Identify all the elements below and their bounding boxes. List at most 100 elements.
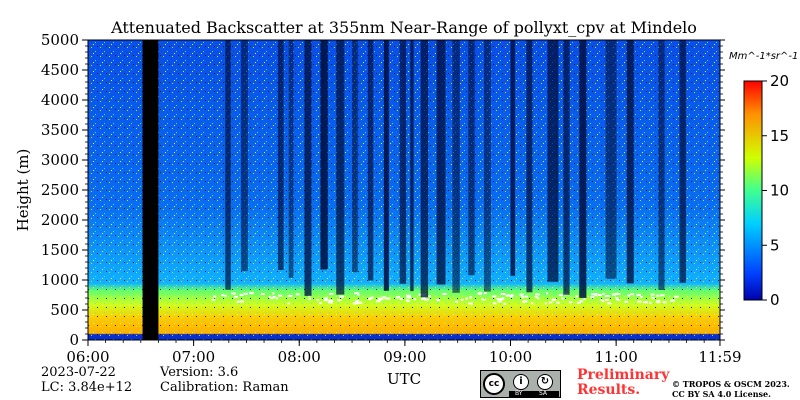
cloud-top-speck	[296, 293, 300, 295]
cloud-top-speck	[249, 292, 254, 294]
low-signal-streak	[606, 40, 617, 279]
cloud-top-speck	[231, 293, 236, 295]
cloud-top-speck	[319, 302, 322, 304]
cloud-top-speck	[354, 292, 359, 294]
y-tick-label: 3500	[41, 121, 79, 139]
footer-version: Version: 3.6	[160, 365, 238, 380]
cloud-top-speck	[636, 294, 641, 296]
x-tick-label: 11:00	[595, 348, 638, 366]
low-signal-streak	[437, 40, 446, 285]
cloud-top-speck	[605, 299, 609, 301]
cloud-top-speck	[575, 295, 578, 297]
cloud-top-speck	[406, 295, 411, 297]
cloud-top-speck	[672, 300, 675, 302]
low-signal-streak	[384, 40, 389, 291]
y-tick-label: 500	[50, 301, 79, 319]
cloud-top-speck	[562, 297, 565, 299]
cloud-top-speck	[546, 292, 548, 294]
cc-license-badge: cc i ↻ BY SA	[480, 370, 561, 398]
cloud-top-speck	[637, 301, 641, 303]
low-signal-streak	[484, 40, 491, 292]
cloud-top-speck	[657, 301, 660, 303]
copyright-line-1: © TROPOS & OSCM 2023.	[672, 380, 790, 389]
colorbar-tick-label: 5	[770, 236, 780, 254]
cloud-top-speck	[640, 296, 642, 298]
cloud-top-speck	[523, 300, 528, 302]
cloud-top-speck	[436, 299, 440, 301]
cloud-top-speck	[630, 293, 634, 295]
cloud-top-speck	[520, 294, 524, 296]
colorbar-tick-label: 20	[770, 72, 789, 90]
cloud-top-speck	[309, 298, 311, 300]
cloud-top-speck	[240, 294, 244, 296]
cloud-top-speck	[288, 295, 293, 297]
heatmap-area	[88, 40, 720, 340]
cloud-top-speck	[407, 300, 410, 302]
preliminary-line-1: Preliminary	[577, 368, 669, 383]
cloud-top-speck	[482, 298, 486, 300]
cloud-top-speck	[276, 297, 278, 299]
cloud-top-speck	[356, 302, 359, 304]
cloud-top-speck	[337, 299, 341, 301]
low-signal-streak	[225, 40, 231, 290]
low-signal-streak	[579, 40, 586, 298]
cloud-top-speck	[339, 296, 344, 298]
cloud-top-speck	[506, 295, 511, 297]
cloud-top-speck	[376, 300, 381, 302]
cloud-top-speck	[511, 294, 514, 296]
colorbar-tick-label: 10	[770, 182, 789, 200]
x-tick-label: 07:00	[172, 348, 215, 366]
low-signal-streak	[452, 40, 459, 293]
cloud-top-speck	[493, 302, 496, 304]
low-signal-streak	[400, 40, 407, 284]
x-tick-label: 09:00	[383, 348, 426, 366]
cloud-top-speck	[535, 293, 540, 295]
cloud-top-speck	[212, 299, 216, 301]
cloud-top-speck	[329, 293, 333, 295]
cloud-top-speck	[594, 294, 597, 296]
low-signal-streak	[627, 40, 634, 283]
footer-lc: LC: 3.84e+12	[41, 380, 132, 395]
colorbar: 0 5 10 15 20 Mm^-1*sr^-1	[729, 51, 798, 309]
cloud-top-speck	[324, 297, 328, 299]
cloud-top-speck	[583, 298, 585, 300]
cloud-top-speck	[273, 296, 276, 298]
copyright-line-2: CC BY SA 4.0 License.	[672, 390, 771, 399]
cloud-top-speck	[324, 299, 328, 301]
cloud-top-speck	[442, 293, 446, 295]
cloud-top-speck	[502, 297, 505, 299]
cloud-top-speck	[213, 295, 216, 297]
cloud-top-speck	[271, 297, 274, 299]
cloud-top-speck	[602, 293, 604, 295]
cloud-top-speck	[559, 294, 563, 296]
cloud-top-speck	[425, 299, 430, 301]
cloud-top-speck	[660, 294, 664, 296]
cloud-top-speck	[455, 301, 458, 303]
cloud-top-speck	[607, 302, 611, 304]
cloud-top-speck	[224, 295, 227, 297]
cloud-top-speck	[461, 299, 464, 301]
cc-attribution-icon: i	[513, 374, 529, 390]
y-axis-label: Height (m)	[14, 149, 32, 232]
colorbar-tick-label: 0	[770, 291, 780, 309]
y-tick-label: 4000	[41, 91, 79, 109]
cloud-top-speck	[549, 301, 553, 303]
low-signal-streak	[336, 40, 344, 295]
chart-title: Attenuated Backscatter at 355nm Near-Ran…	[110, 18, 697, 37]
cloud-top-speck	[497, 298, 500, 300]
cloud-top-speck	[261, 293, 265, 295]
cloud-top-speck	[278, 295, 282, 297]
cloud-top-speck	[535, 296, 537, 298]
cloud-top-speck	[552, 299, 556, 301]
colorbar-scale	[744, 81, 762, 300]
cloud-top-speck	[656, 295, 659, 297]
cloud-top-speck	[317, 299, 319, 301]
y-tick-label: 0	[69, 331, 79, 349]
cloud-top-speck	[370, 297, 374, 299]
cc-badge-sa: SA	[539, 390, 547, 397]
cloud-top-speck	[663, 301, 667, 303]
colorbar-unit-label: Mm^-1*sr^-1	[729, 51, 798, 62]
x-tick-label: 06:00	[66, 348, 109, 366]
cloud-top-speck	[531, 302, 533, 304]
